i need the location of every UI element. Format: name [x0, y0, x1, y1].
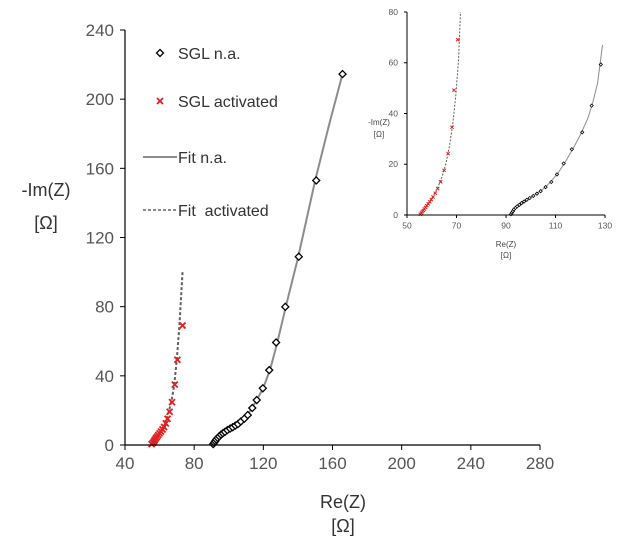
- main-x-tick-label: 80: [185, 454, 204, 473]
- inset-x-tick-label: 90: [501, 221, 511, 231]
- inset-point-sgl-na: [554, 172, 560, 177]
- legend-item-fit-na: Fit n.a.: [143, 150, 227, 167]
- legend: SGL n.a. SGL activated Fit n.a. Fit acti…: [143, 46, 278, 220]
- inset-y-tick-label: 40: [389, 108, 399, 118]
- main-y-tick-label: 80: [95, 298, 114, 317]
- legend-label: SGL n.a.: [178, 46, 241, 63]
- inset-marks: [418, 11, 603, 217]
- inset-point-sgl-activated: [455, 37, 460, 42]
- inset-x-axis-label: Re(Z): [496, 240, 517, 249]
- main-x-tick-label: 280: [526, 454, 554, 473]
- inset-point-sgl-na: [538, 188, 543, 194]
- main-y-axis-unit: [Ω]: [34, 213, 57, 233]
- main-point-sgl-activated: [162, 419, 170, 428]
- main-point-sgl-activated: [160, 423, 168, 431]
- main-point-sgl-activated: [178, 321, 187, 330]
- main-point-sgl-na: [338, 69, 347, 79]
- legend-item-fit-activated: Fit activated: [143, 203, 269, 220]
- inset-x-axis-unit: [Ω]: [501, 251, 511, 260]
- inset-point-sgl-activated: [446, 151, 451, 156]
- inset-plot: -Im(Z) [Ω] Re(Z) [Ω] 50 70 90 110 130 0 20 40 60…: [368, 7, 612, 260]
- main-point-sgl-na: [311, 176, 321, 185]
- inset-point-sgl-na: [527, 195, 532, 201]
- inset-point-sgl-na: [531, 193, 536, 199]
- inset-point-sgl-na: [598, 62, 603, 67]
- inset-point-sgl-na: [569, 147, 575, 152]
- inset-y-tick-label: 60: [389, 58, 399, 68]
- inset-point-sgl-activated: [438, 179, 443, 184]
- main-y-axis-label: -Im(Z): [22, 180, 71, 200]
- inset-y-axis-unit: [Ω]: [374, 130, 384, 139]
- inset-point-sgl-activated: [435, 186, 440, 191]
- inset-x-tick-label: 130: [598, 221, 612, 231]
- inset-fit-line: [419, 11, 461, 215]
- main-x-tick-label: 40: [116, 454, 135, 473]
- main-marks: [147, 69, 347, 449]
- legend-x-marker-stroke: [156, 97, 164, 105]
- inset-point-sgl-na: [561, 161, 566, 166]
- inset-y-tick-label: 80: [389, 7, 399, 17]
- main-y-tick-label: 0: [105, 436, 114, 455]
- inset-point-sgl-na: [524, 197, 529, 202]
- legend-item-sgl-na: SGL n.a.: [155, 46, 241, 63]
- main-x-tick-label: 120: [249, 454, 277, 473]
- inset-x-tick-label: 50: [402, 221, 412, 231]
- main-point-sgl-activated: [165, 408, 174, 416]
- main-point-sgl-na: [252, 395, 262, 405]
- inset-point-sgl-na: [549, 179, 554, 185]
- inset-point-sgl-activated: [433, 191, 438, 196]
- inset-point-sgl-activated: [450, 125, 454, 130]
- main-point-sgl-na: [258, 383, 268, 393]
- main-point-sgl-na: [271, 338, 281, 347]
- inset-point-sgl-activated: [431, 195, 435, 199]
- main-point-sgl-na: [280, 302, 290, 312]
- main-y-tick-label: 120: [86, 228, 114, 247]
- inset-point-sgl-na: [521, 199, 527, 204]
- legend-item-sgl-activated: SGL activated: [156, 94, 278, 111]
- legend-label: Fit n.a.: [178, 150, 227, 167]
- inset-x-tick-label: 70: [452, 221, 462, 231]
- main-point-sgl-na: [264, 365, 274, 375]
- main-x-tick-label: 200: [387, 454, 415, 473]
- inset-point-sgl-na: [543, 184, 548, 190]
- main-point-sgl-na: [294, 252, 304, 262]
- main-fit-line: [150, 271, 184, 446]
- main-point-sgl-activated: [163, 415, 172, 423]
- main-point-sgl-na: [243, 410, 253, 420]
- main-x-axis-unit: [Ω]: [331, 516, 354, 536]
- inset-y-axis-label: -Im(Z): [368, 118, 390, 127]
- inset-point-sgl-activated: [429, 197, 434, 202]
- inset-point-sgl-na: [517, 202, 522, 208]
- inset-y-tick-label: 20: [389, 159, 399, 169]
- inset-point-sgl-na: [580, 130, 585, 135]
- legend-label: SGL activated: [178, 94, 278, 111]
- main-x-tick-label: 240: [457, 454, 485, 473]
- inset-point-sgl-na: [534, 191, 540, 196]
- inset-point-sgl-na: [589, 103, 594, 108]
- inset-x-tick-label: 110: [549, 221, 563, 231]
- main-point-sgl-activated: [173, 356, 182, 364]
- legend-diamond-marker: [155, 48, 165, 58]
- inset-y-tick-label: 0: [393, 210, 398, 220]
- legend-label: Fit activated: [178, 203, 269, 220]
- inset-point-sgl-na: [519, 200, 524, 206]
- main-y-tick-label: 40: [95, 367, 114, 386]
- main-y-tick-label: 240: [86, 21, 114, 40]
- main-y-tick-label: 160: [86, 159, 114, 178]
- main-x-tick-label: 160: [318, 454, 346, 473]
- main-plot: Re(Z) [Ω] -Im(Z) [Ω] 40 80 120 160 200 240 280…: [22, 21, 555, 536]
- inset-point-sgl-activated: [442, 168, 447, 173]
- main-y-tick-label: 200: [86, 90, 114, 109]
- main-point-sgl-activated: [168, 398, 176, 406]
- main-point-sgl-na: [247, 403, 257, 413]
- main-x-axis-label: Re(Z): [320, 492, 366, 512]
- main-point-sgl-activated: [171, 381, 179, 389]
- main-fit-line: [212, 73, 344, 446]
- inset-point-sgl-activated: [427, 199, 432, 204]
- inset-point-sgl-activated: [452, 88, 456, 93]
- inset-fit-line: [510, 44, 603, 215]
